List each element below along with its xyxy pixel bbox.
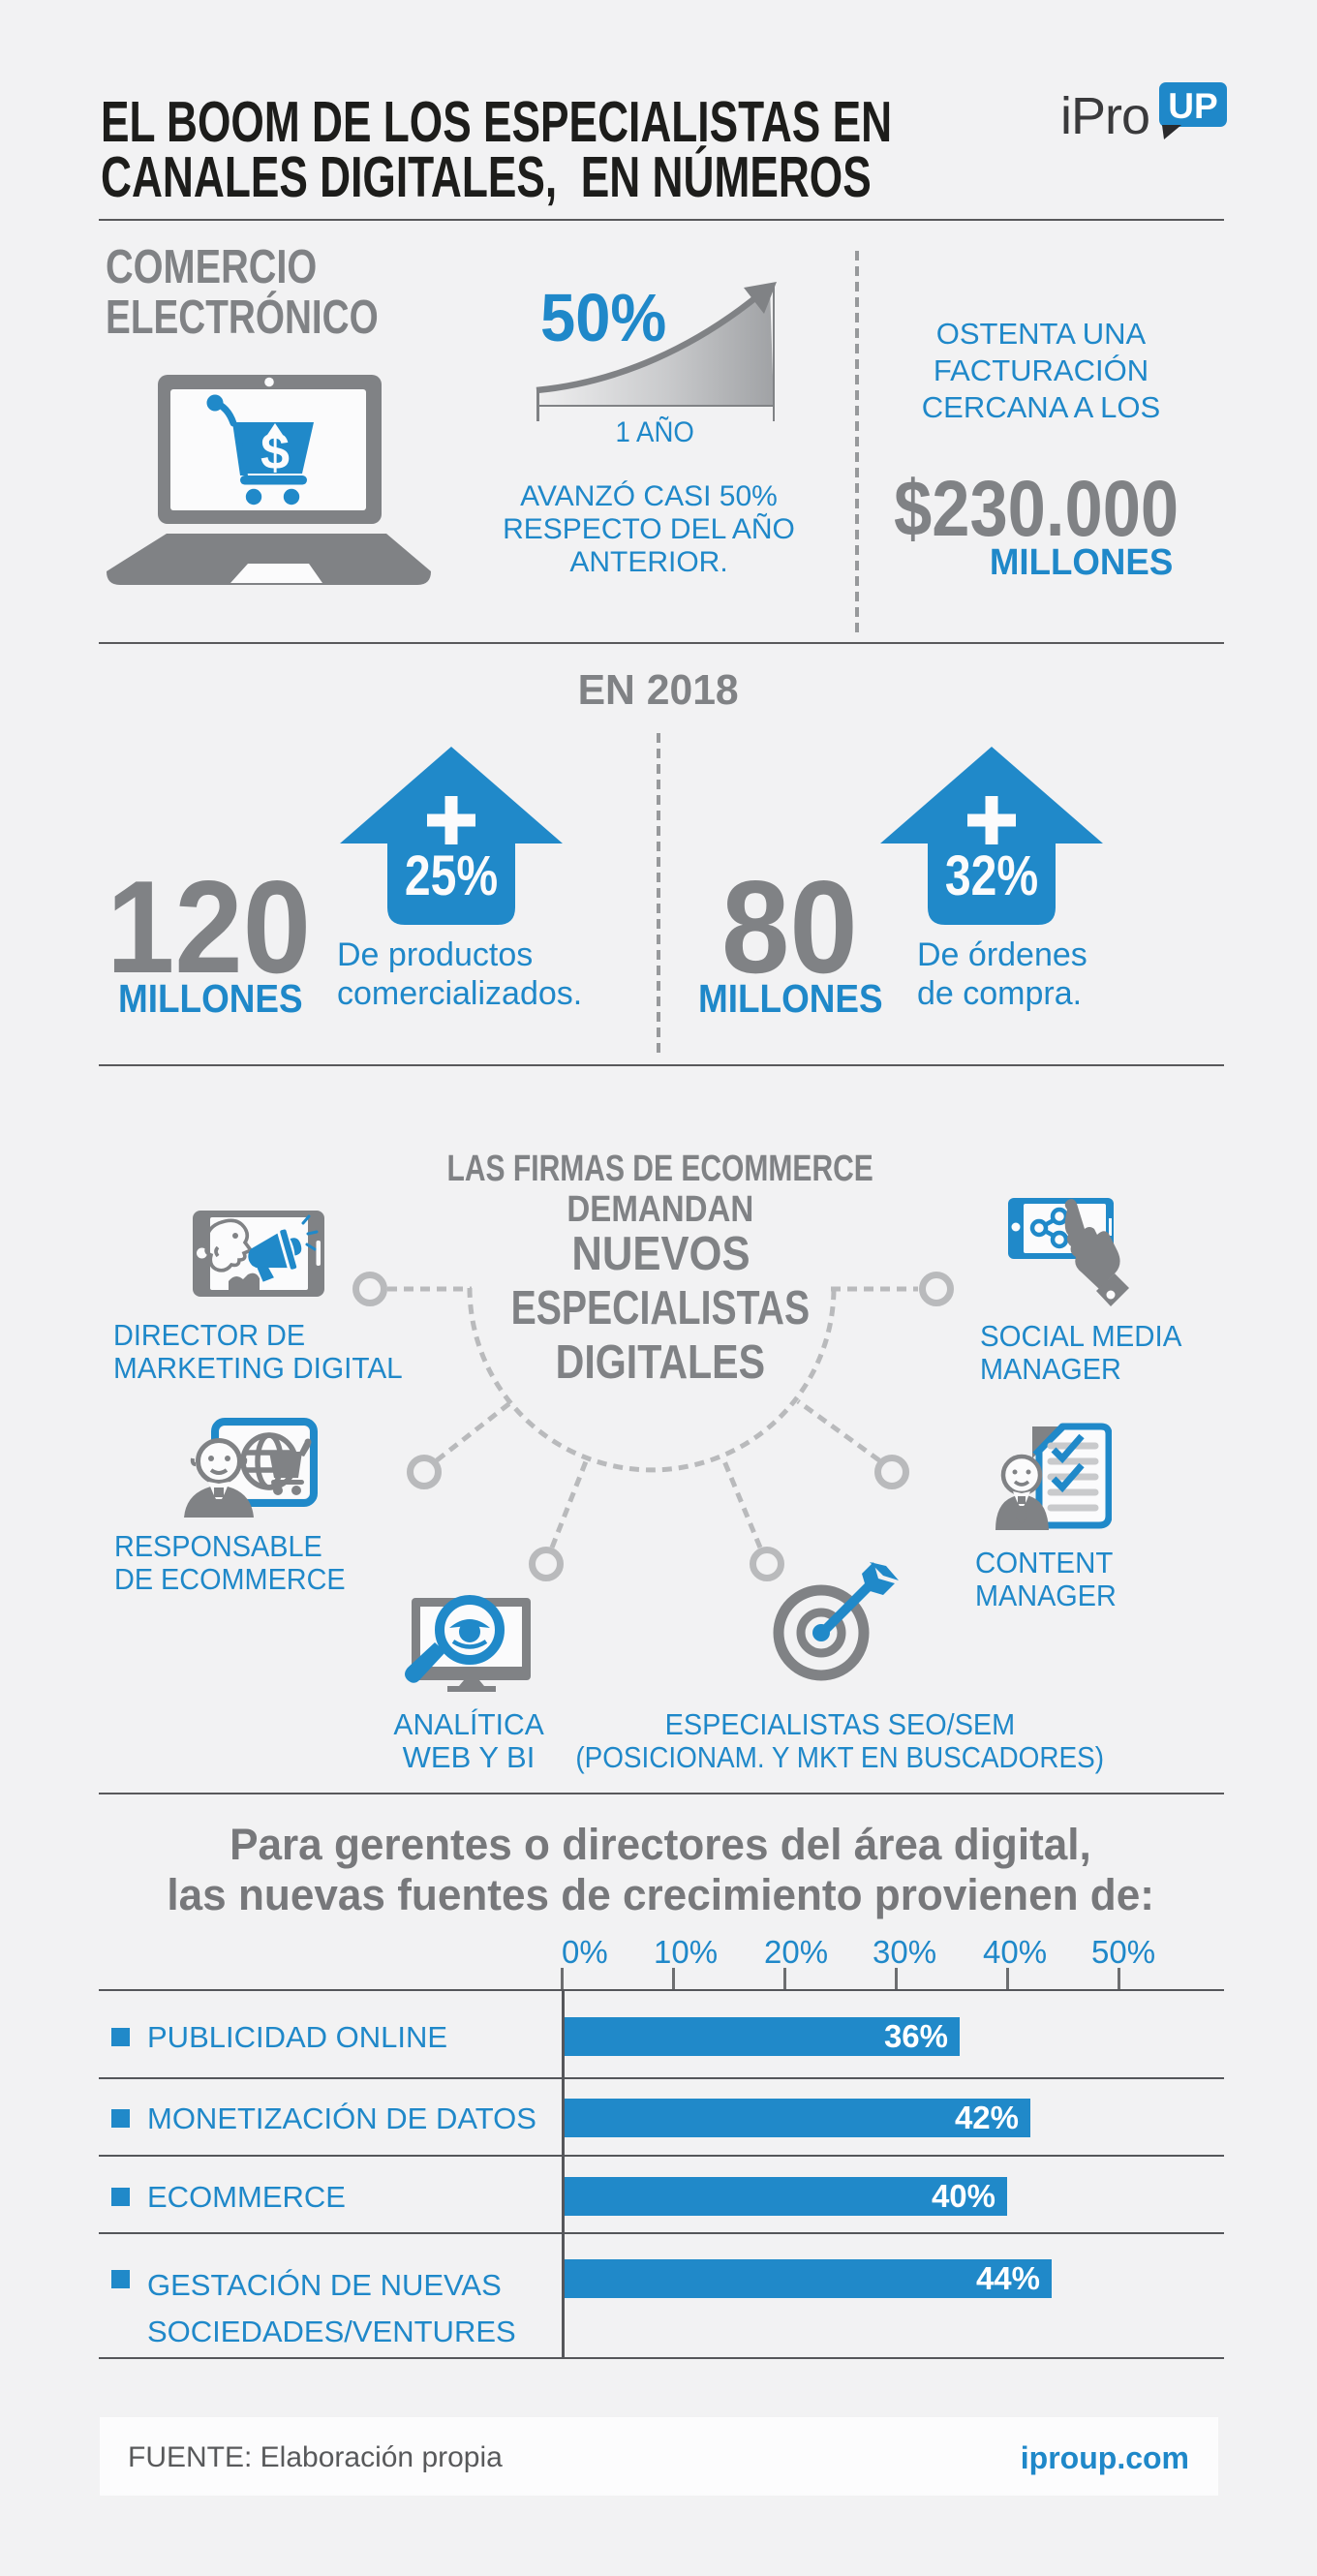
svg-text:iPro: iPro — [1060, 87, 1149, 145]
svg-text:32%: 32% — [945, 845, 1038, 907]
svg-text:UP: UP — [1168, 86, 1217, 126]
svg-text:25%: 25% — [405, 845, 498, 907]
